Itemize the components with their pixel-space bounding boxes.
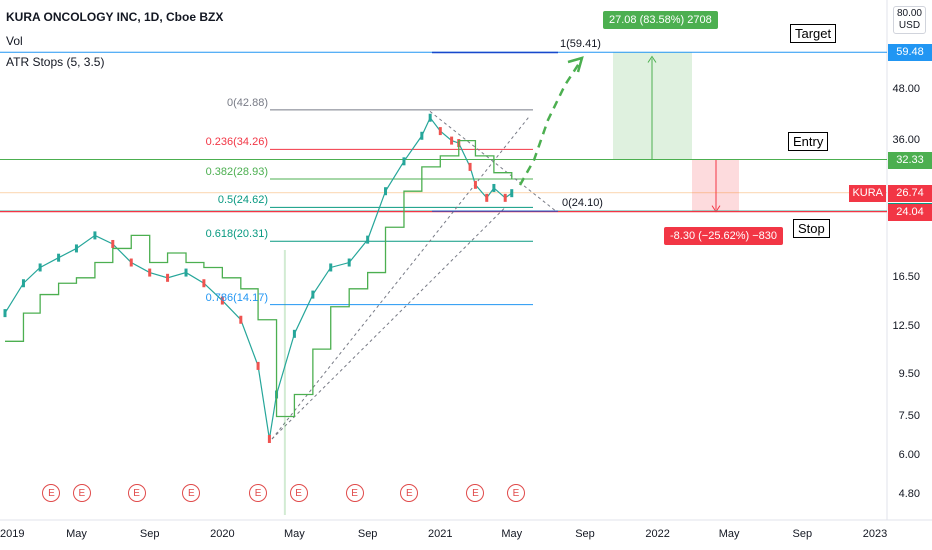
candle-2019-11-01 [184,268,188,277]
candle-2021-04-01 [492,183,496,192]
trend-line-down [429,111,557,212]
x-tick-label: May [718,528,740,540]
x-tick-label: Sep [357,528,378,540]
fib-label-0-786: 0.786(14.17) [205,291,268,304]
candle-2019-01-01 [3,309,7,318]
stop-annotation[interactable]: Stop [793,219,830,238]
x-tick-label: Sep [139,528,160,540]
x-tick-label: 2023 [862,528,888,540]
candle-2020-10-01 [384,187,388,196]
y-tick-label: 4.80 [898,488,920,500]
candle-2021-05-01 [510,189,514,198]
fib-label-0-236: 0.236(34.26) [205,136,268,149]
volume-indicator-label[interactable]: Vol [6,34,23,48]
candle-2021-04-20 [503,193,507,202]
candle-2019-04-01 [57,253,61,262]
candle-2019-02-01 [21,279,25,288]
candle-2021-03-20 [485,193,489,202]
x-tick-label: 2021 [428,528,453,540]
candle-2021-01-01 [438,127,442,136]
candle-2019-08-01 [129,258,133,267]
candle-2020-08-01 [347,258,351,267]
loss-label[interactable]: -8.30 (−25.62%) −830 [664,227,784,245]
entry-annotation[interactable]: Entry [788,132,829,151]
earnings-icon[interactable]: E [506,484,525,502]
y-tick-label: 36.00 [892,133,920,146]
earnings-icon[interactable]: E [182,484,201,502]
y-tick-label: 7.50 [898,409,920,422]
y-tick-label: 16.50 [892,270,920,283]
earnings-icon[interactable]: E [289,484,308,502]
earnings-icon[interactable]: E [400,484,419,502]
fib-label-0-5: 0.5(24.62) [217,194,268,207]
price-tag-24-04[interactable]: 24.04 [888,203,932,221]
profit-label[interactable]: 27.08 (83.58%) 2708 [603,11,718,29]
profit-arrow-head [647,55,657,63]
candle-2019-12-01 [202,279,206,288]
x-tick-label: 2020 [210,528,235,540]
fib-label-0: 0(42.88) [227,96,268,109]
target-annotation[interactable]: Target [790,24,837,43]
x-tick-label: Sep [792,528,813,540]
price-tag-32-33[interactable]: 32.33 [888,151,932,169]
projection-arrow [518,61,582,186]
x-tick-label: May [284,528,305,540]
trend-fib-bottom-label: 0(24.10) [562,197,603,210]
atr-stops-indicator-label[interactable]: ATR Stops (5, 3.5) [6,55,105,69]
candle-2019-10-01 [166,273,170,282]
candle-2020-12-01 [420,131,424,140]
trend-fib-top-label: 1(59.41) [560,38,601,51]
y-tick-label: 9.50 [898,367,920,380]
side-tag-kura: KURA [849,184,886,202]
candle-2020-05-01 [292,329,296,338]
earnings-icon[interactable]: E [127,484,146,502]
candle-2019-07-01 [111,239,115,248]
candle-2019-05-01 [74,244,78,253]
trend-line-base [271,207,506,440]
fib-label-0-618: 0.618(20.31) [205,228,268,241]
y-tick-label: 48.00 [892,83,920,95]
x-tick-label: 2022 [645,528,670,540]
x-tick-label: May [501,528,523,540]
projection-arrow-head [567,56,584,73]
candle-2020-03-01 [256,361,260,370]
candle-2021-02-20 [468,162,472,171]
candle-2021-01-20 [450,136,454,145]
candle-2020-12-15 [428,113,432,122]
earnings-icon[interactable]: E [42,484,61,502]
candle-2019-03-01 [38,263,42,272]
atr-stops-series [5,139,513,418]
candle-2021-03-01 [473,180,477,189]
symbol-title[interactable]: KURA ONCOLOGY INC, 1D, Cboe BZX [6,10,224,24]
candle-2020-07-01 [329,263,333,272]
earnings-icon[interactable]: E [466,484,485,502]
candle-2020-03-20 [267,434,271,443]
candle-2020-01-01 [220,296,224,305]
currency-top-value: 80.00 [896,8,922,19]
candle-2020-02-01 [239,315,243,324]
price-tag-26-74[interactable]: 26.74 [888,184,932,202]
y-tick-label: 6.00 [898,448,920,461]
x-tick-label: 2019 [0,528,25,540]
x-tick-label: May [66,528,87,540]
earnings-icon[interactable]: E [249,484,268,502]
currency-label: USD [898,20,921,31]
x-tick-label: Sep [575,528,595,540]
y-tick-label: 12.50 [892,319,920,332]
candle-2020-06-01 [311,290,315,299]
earnings-icon[interactable]: E [72,484,91,502]
candle-2020-09-01 [366,235,370,244]
fib-label-0-382: 0.382(28.93) [205,166,268,179]
trend-line-up [271,115,531,440]
candle-2020-11-01 [402,157,406,166]
earnings-icon[interactable]: E [345,484,364,502]
candle-2019-06-01 [93,231,97,240]
candle-2019-09-01 [148,268,152,277]
currency-button[interactable]: 80.00 USD [892,6,926,34]
price-tag-59-48[interactable]: 59.48 [888,44,932,62]
